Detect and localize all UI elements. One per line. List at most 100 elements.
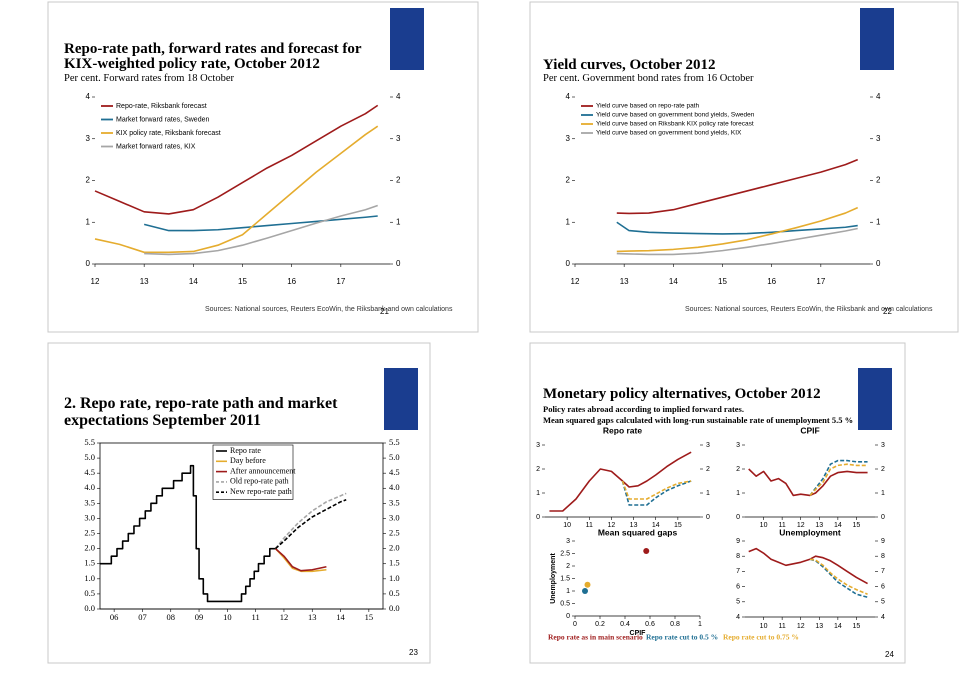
x-tick-label: 14	[834, 522, 842, 529]
legend-label: Day before	[230, 456, 266, 465]
y2-tick-label: 2	[396, 176, 401, 185]
series-line	[100, 464, 276, 603]
x-tick-label: 12	[280, 612, 289, 622]
series-line	[274, 492, 347, 550]
series-line	[94, 104, 379, 215]
x-tick-label: 15	[853, 522, 861, 529]
x-tick-label: 13	[815, 623, 823, 630]
slide-title: Monetary policy alternatives, October 20…	[543, 386, 821, 402]
legend-label: Yield curve based on government bond yie…	[596, 112, 755, 119]
x-tick-label: 11	[252, 612, 260, 622]
x-tick-label: 15	[674, 522, 682, 529]
legend-label: Repo rate as in main scenario	[548, 633, 643, 642]
legend-label: Repo rate	[230, 446, 261, 455]
y-tick-label: 4	[86, 92, 91, 101]
y2-tick-label: 2	[881, 466, 885, 473]
y-tick-label: 2.5	[560, 550, 570, 557]
y-tick-label: 1.5	[560, 575, 570, 582]
y-tick-label: 3.0	[84, 512, 95, 522]
y2-tick-label: 0.0	[389, 603, 400, 613]
series-line	[549, 451, 692, 512]
y2-tick-label: 1	[876, 217, 881, 226]
x-tick-label: 14	[834, 623, 842, 630]
x-tick-label: 13	[620, 277, 629, 286]
y2-tick-label: 1	[881, 490, 885, 497]
series-line	[616, 158, 859, 215]
slide-frame	[529, 342, 906, 664]
y-tick-label: 1	[566, 588, 570, 595]
y2-tick-label: 3.0	[389, 512, 400, 522]
y2-tick-label: 2.0	[389, 543, 400, 553]
slide-subtitle: Per cent. Government bond rates from 16 …	[543, 73, 754, 84]
chart-title: Mean squared gaps	[598, 527, 678, 537]
legend-label: After announcement	[230, 466, 296, 475]
y2-tick-label: 1	[396, 217, 401, 226]
y-tick-label: 0	[86, 259, 91, 268]
legend-label: New repo-rate path	[230, 487, 292, 496]
y-tick-label: 0.5	[560, 600, 570, 607]
logo	[390, 8, 424, 70]
slide-title: 2. Repo rate, repo-rate path and market …	[64, 395, 338, 429]
y-tick-label: 8	[736, 553, 740, 560]
y2-tick-label: 0	[396, 259, 401, 268]
slide-subtitle: Per cent. Forward rates from 18 October	[64, 73, 234, 84]
x-axis-label: CPIF	[630, 630, 647, 637]
scatter-point	[584, 581, 591, 588]
y2-tick-label: 9	[881, 538, 885, 545]
source: Sources: National sources, Reuters EcoWi…	[685, 306, 933, 313]
legend-label: Market forward rates, KIX	[116, 143, 196, 150]
slide-title: Repo-rate path, forward rates and foreca…	[64, 41, 362, 72]
slide-frame	[529, 1, 959, 333]
y2-tick-label: 3	[706, 442, 710, 449]
x-tick-label: 12	[91, 277, 100, 286]
legend-label: Yield curve based on government bond yie…	[596, 130, 742, 137]
x-tick-label: 12	[797, 522, 805, 529]
series-line	[809, 459, 868, 496]
legend-label: Old repo-rate path	[230, 477, 289, 486]
series-line	[143, 215, 378, 232]
x-tick-label: 14	[669, 277, 678, 286]
y2-tick-label: 3	[881, 442, 885, 449]
y-tick-label: 0	[566, 259, 571, 268]
y2-tick-label: 0	[706, 514, 710, 521]
series-line	[616, 206, 859, 253]
y2-tick-label: 1.5	[389, 558, 400, 568]
y2-tick-label: 1	[706, 490, 710, 497]
chart-title: Repo rate	[603, 425, 642, 435]
y-tick-label: 4.5	[84, 467, 95, 477]
x-tick-label: 07	[138, 612, 147, 622]
x-tick-label: 10	[223, 612, 232, 622]
slide-frame	[47, 342, 431, 664]
x-tick-label: 12	[571, 277, 580, 286]
x-tick-label: 06	[110, 612, 119, 622]
y-tick-label: 5.5	[84, 437, 95, 447]
y-tick-label: 1	[566, 217, 571, 226]
scatter-point	[643, 548, 650, 554]
y-tick-label: 9	[736, 538, 740, 545]
y2-tick-label: 8	[881, 553, 885, 560]
y2-tick-label: 4	[876, 92, 881, 101]
series-line	[616, 227, 858, 256]
legend-label: Yield curve based on repo-rate path	[596, 103, 699, 110]
x-tick-label: 17	[336, 277, 345, 286]
y-tick-label: 3	[566, 134, 571, 143]
y-tick-label: 7	[736, 568, 740, 575]
x-tick-label: 0.6	[645, 621, 655, 628]
y-tick-label: 4	[736, 614, 740, 621]
x-tick-label: 13	[140, 277, 149, 286]
y2-tick-label: 5.0	[389, 452, 400, 462]
y-tick-label: 2	[736, 466, 740, 473]
y2-tick-label: 3	[396, 134, 401, 143]
chart-title: CPIF	[800, 425, 819, 435]
series-line	[274, 548, 327, 573]
logo	[860, 8, 894, 70]
x-tick-label: 13	[630, 522, 638, 529]
y-tick-label: 1	[736, 490, 740, 497]
y-tick-label: 2	[86, 176, 91, 185]
x-tick-label: 0	[573, 621, 577, 628]
y-tick-label: 4.0	[84, 482, 95, 492]
logo	[858, 368, 892, 430]
y2-tick-label: 1.0	[389, 573, 400, 583]
legend-label: Yield curve based on Riksbank KIX policy…	[596, 121, 754, 128]
